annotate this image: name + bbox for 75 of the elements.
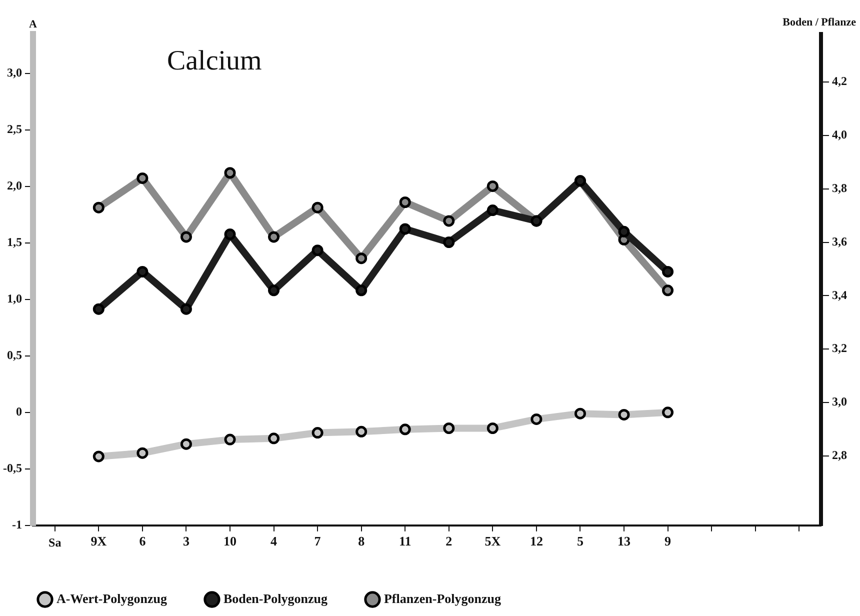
y-tick-label: 0 <box>16 404 22 419</box>
x-tick-label: 6 <box>139 534 146 549</box>
y-tick-label: -1 <box>12 517 22 532</box>
x-tick-label: 11 <box>398 534 412 549</box>
point <box>399 196 411 208</box>
y2-tick-label: 2,8 <box>832 448 847 462</box>
point <box>618 226 630 238</box>
x-tick-label: 3 <box>182 534 190 549</box>
point <box>356 284 368 296</box>
y-tick-label: 0,5 <box>6 348 22 362</box>
point <box>662 266 674 278</box>
y2-tick-label: 3,6 <box>832 234 847 248</box>
point <box>268 231 280 243</box>
point <box>486 180 498 192</box>
x-axis-title: Sa <box>48 535 62 550</box>
point <box>356 426 368 438</box>
x-tick-label: 8 <box>358 534 366 549</box>
point <box>224 228 236 240</box>
point <box>180 303 192 315</box>
y2-tick-label: 3,4 <box>832 288 847 302</box>
y2-tick-label: 3,8 <box>832 180 847 195</box>
point <box>530 413 542 425</box>
x-tick-label: 5 <box>576 534 584 549</box>
legend-label: A-Wert-Polygonzug <box>56 590 168 606</box>
y2-tick-label: 3,2 <box>832 341 847 356</box>
point <box>92 202 104 214</box>
point <box>268 284 280 296</box>
point <box>443 422 455 434</box>
point <box>136 266 148 278</box>
y-tick-label: 1,0 <box>6 292 22 306</box>
point <box>486 422 498 434</box>
y2-tick-label: 4,0 <box>832 128 847 142</box>
point <box>662 284 674 296</box>
point <box>224 434 236 446</box>
y2-axis-title: Boden / Pflanze <box>782 16 856 28</box>
x-tick-label: 10 <box>223 534 236 549</box>
point <box>136 447 148 459</box>
legend-label: Boden-Polygonzug <box>223 590 328 606</box>
legend-label: Pflanzen-Polygonzug <box>384 590 502 606</box>
point <box>312 244 324 256</box>
point <box>136 172 148 184</box>
y2-tick-label: 4,2 <box>832 74 847 88</box>
point <box>486 204 498 216</box>
y-tick-label: 2,5 <box>6 122 22 136</box>
x-tick-label: 2 <box>446 534 452 549</box>
x-tick-label: 5X <box>484 534 502 549</box>
x-tick-label: 4 <box>270 534 278 549</box>
point <box>662 406 674 418</box>
point <box>92 450 104 462</box>
y-tick-label: 1,5 <box>6 235 22 250</box>
y-axis-title: A <box>29 18 38 30</box>
chart-title: Calcium <box>166 45 262 76</box>
point <box>443 236 455 248</box>
point <box>443 215 455 227</box>
y-tick-label: 2,0 <box>6 178 22 193</box>
x-tick-label: 9 <box>664 534 672 549</box>
point <box>180 231 192 243</box>
point <box>399 424 411 436</box>
x-tick-label: 13 <box>618 534 631 549</box>
x-tick-label: 12 <box>530 534 543 549</box>
point <box>399 223 411 235</box>
y-tick-label: 3,0 <box>6 66 22 80</box>
point <box>312 202 324 214</box>
point <box>92 303 104 315</box>
point <box>224 167 236 179</box>
point <box>312 427 324 439</box>
x-tick-label: 7 <box>314 534 322 549</box>
point <box>618 408 630 420</box>
point <box>180 438 192 450</box>
y2-tick-label: 3,0 <box>832 394 847 409</box>
point <box>268 432 280 444</box>
y-tick-label: -0,5 <box>2 461 22 476</box>
point <box>574 408 586 420</box>
point <box>356 252 368 264</box>
x-tick-label: 9X <box>90 534 108 549</box>
